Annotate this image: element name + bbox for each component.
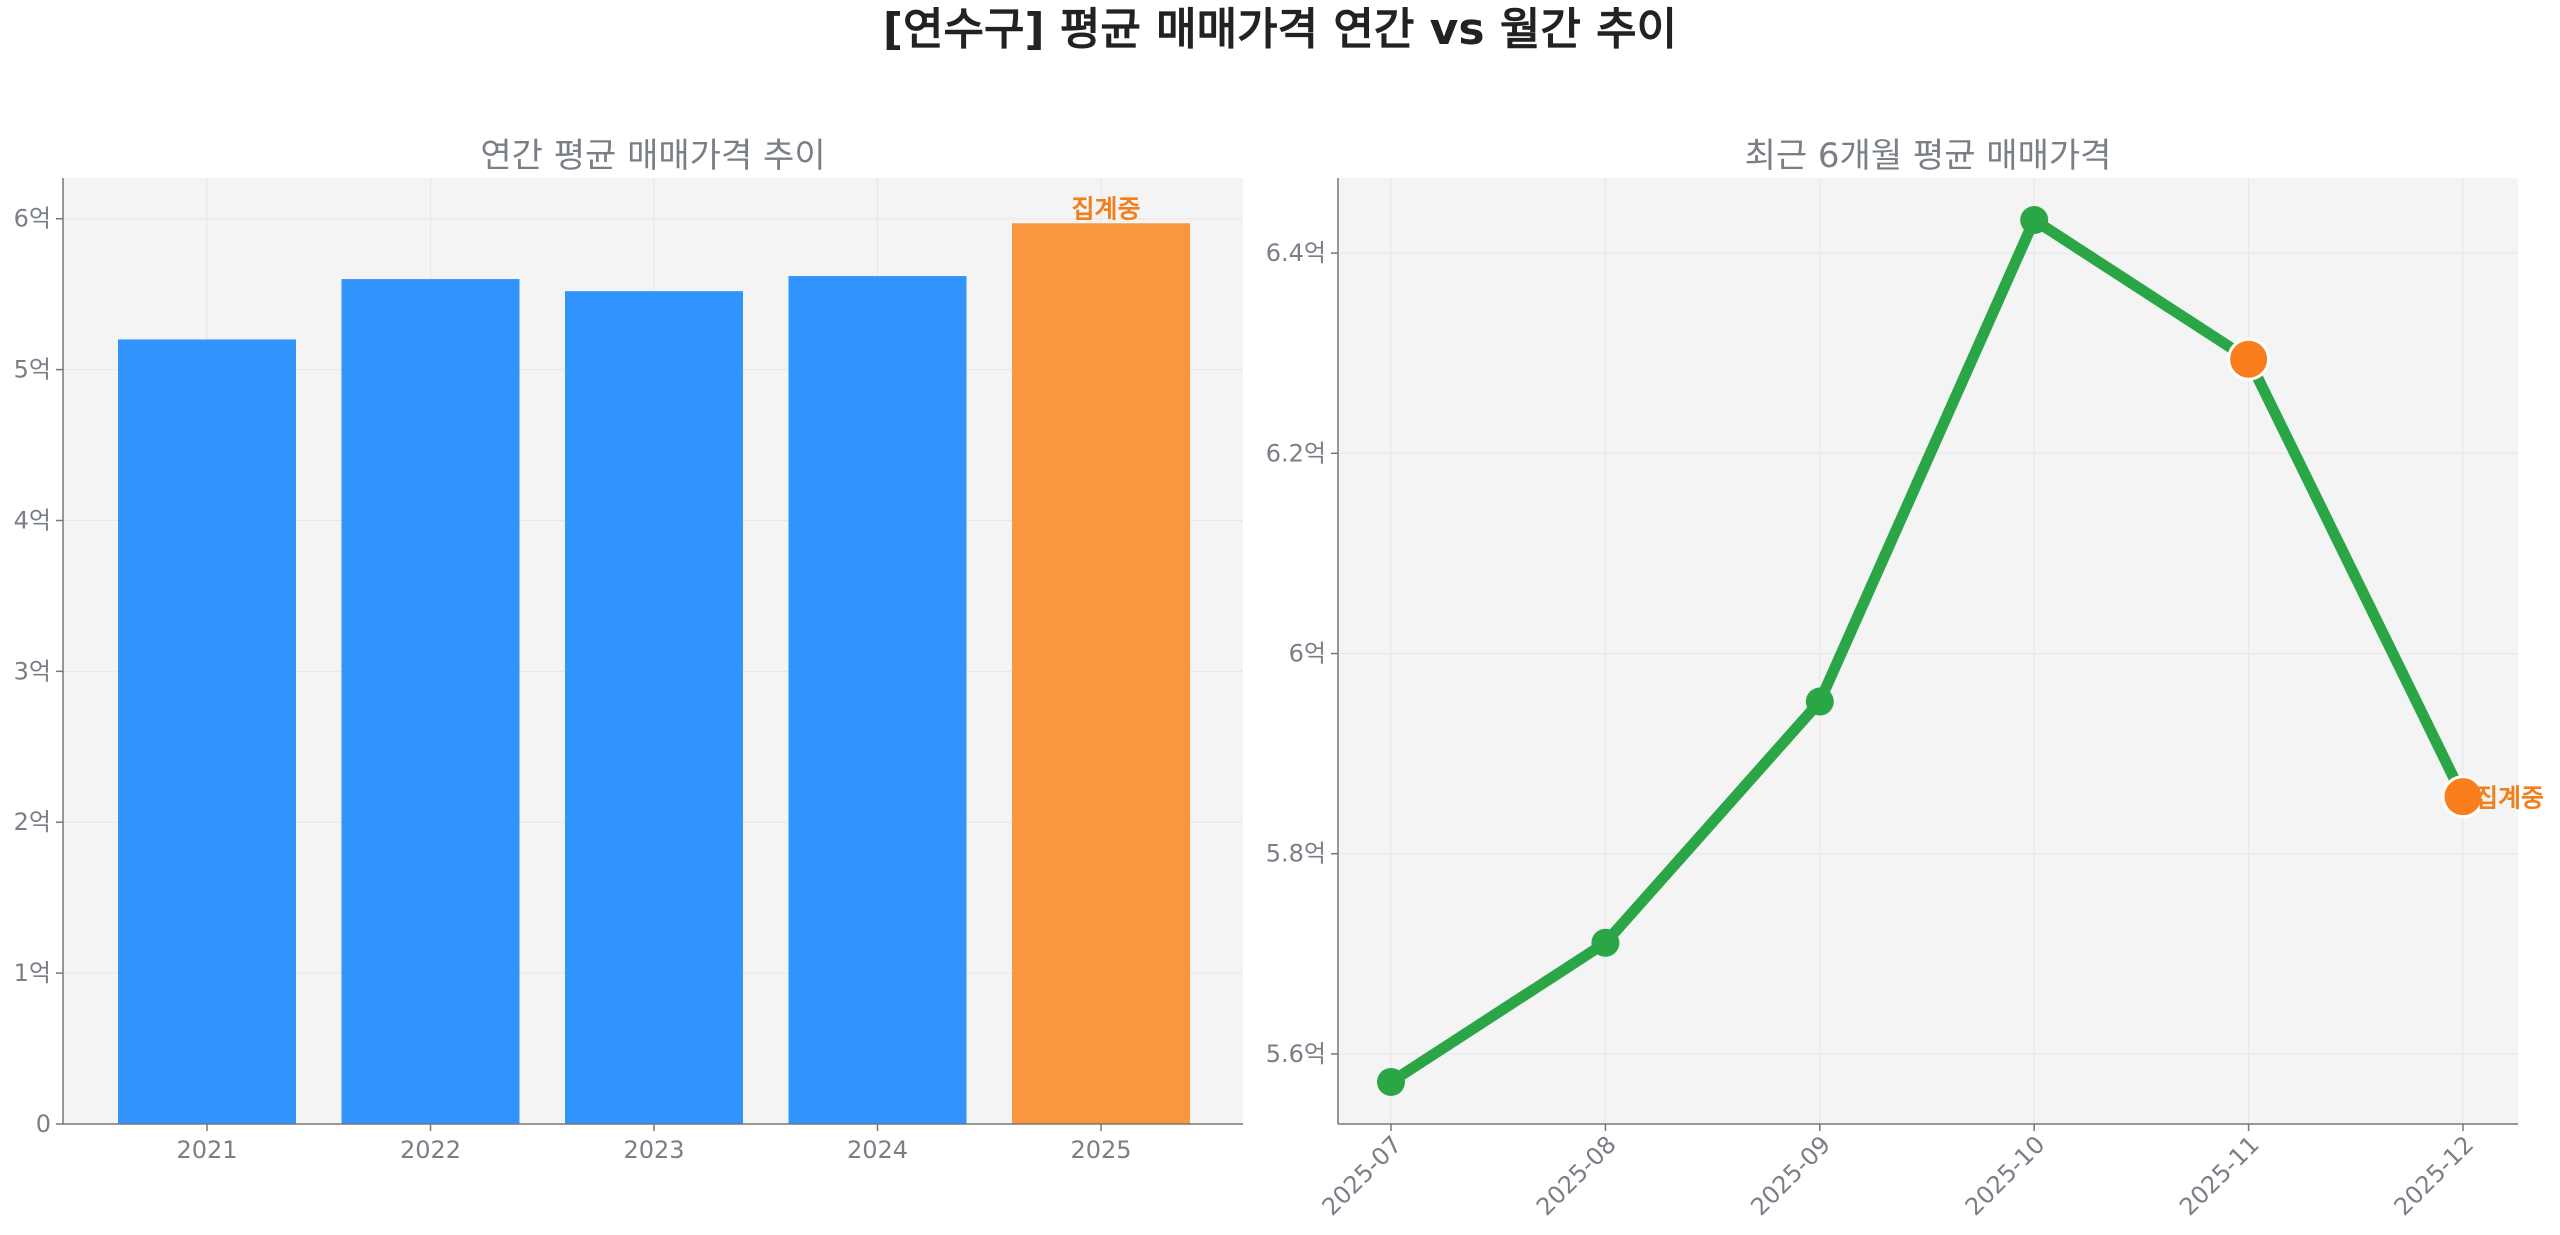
x-tick-label: 2025-08 [1531,1130,1622,1221]
annual-chart-title: 연간 평균 매매가격 추이 [480,136,825,176]
series-line-path [1385,214,2469,1088]
x-tick-label: 2025-09 [1745,1130,1836,1221]
bar-2024 [788,276,967,1124]
y-tick-label: 6억 [14,205,51,233]
series-line [1377,206,2485,1096]
y-tick-label: 6.2억 [1266,439,1326,467]
main-title: [연수구] 평균 매매가격 연간 vs 월간 추이 [882,4,1678,55]
data-point-2025-09 [1805,687,1834,716]
data-point-2025-12 [2441,775,2485,819]
y-tick-label: 6.4억 [1266,239,1326,267]
y-tick-label: 1억 [14,959,51,987]
x-tick-label: 2025-10 [1960,1130,2051,1221]
monthly-line-chart: 5.6억 5.8억 6억 6.2억 6.4억 2025-07 2025-08 2025-09 2… [1266,136,2544,1221]
grid-lines [1338,178,2518,1124]
y-tick-label: 3억 [14,657,51,685]
data-point-2025-10 [2020,206,2049,235]
x-tick-label: 2025-12 [2389,1130,2480,1221]
bar-2025 [1012,223,1190,1124]
y-tick-label: 0 [36,1110,51,1138]
data-point-2025-11 [2227,337,2271,381]
x-tick-label: 2022 [400,1136,461,1164]
bar-2021 [118,339,296,1124]
bar-2023 [565,291,743,1124]
y-tick-label: 2억 [14,808,51,836]
y-tick-label: 5억 [14,356,51,384]
bar-2022 [341,279,520,1124]
y-tick-label: 6억 [1289,640,1326,668]
y-tick-label: 5.8억 [1266,840,1326,868]
annual-bar-chart: 0 1억 2억 3억 4억 5억 6억 2021 2022 2023 2024 2025 집계중 연간 … [14,136,1243,1164]
bars [118,223,1190,1124]
y-tick-label: 5.6억 [1266,1040,1326,1068]
axes [56,178,1243,1131]
axes [1331,178,2518,1131]
y-tick-label: 4억 [14,506,51,534]
partial-annotation: 집계중 [2475,784,2544,813]
x-tick-label: 2025 [1070,1136,1131,1164]
x-tick-label: 2025-11 [2174,1130,2265,1221]
plot-area [1338,178,2518,1124]
partial-annotation: 집계중 [1071,194,1140,223]
x-tick-label: 2021 [176,1136,237,1164]
tick-labels: 0 1억 2억 3억 4억 5억 6억 2021 2022 2023 2024 2025 집계중 [14,194,1141,1164]
monthly-chart-title: 최근 6개월 평균 매매가격 [1745,136,2112,176]
data-point-2025-08 [1591,928,1620,957]
x-tick-label: 2024 [847,1136,908,1164]
x-tick-label: 2023 [623,1136,684,1164]
data-point-2025-07 [1377,1067,1405,1096]
x-tick-label: 2025-07 [1317,1130,1408,1221]
